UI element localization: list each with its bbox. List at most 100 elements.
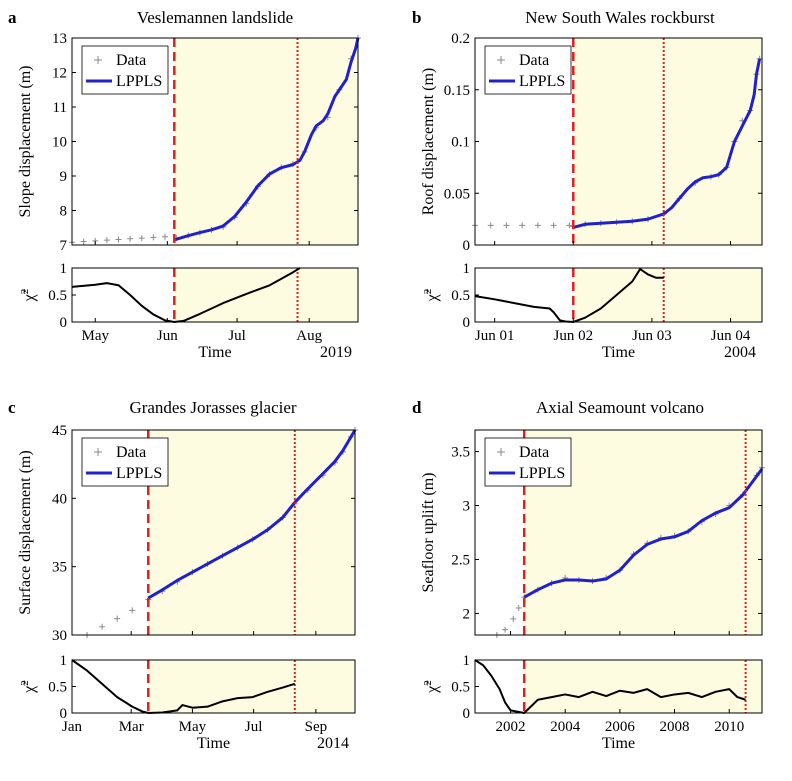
legend-data-marker: [94, 56, 102, 64]
chi2-axis-label: χ̃2: [422, 680, 441, 694]
chi2-y-tick-label: 0: [463, 706, 471, 722]
lppls-series-line: [523, 467, 764, 599]
data-point: [550, 222, 557, 229]
fit-window-shade-chi2: [148, 660, 355, 713]
data-point: [127, 235, 134, 242]
data-point: [162, 233, 169, 240]
chi2-axis-label-superscript: 2: [422, 289, 434, 295]
y-tick-label: 7: [60, 238, 68, 254]
panel-title: New South Wales rockburst: [525, 8, 715, 27]
chi2-axis-label: χ̃2: [19, 288, 38, 302]
data-point: [487, 222, 494, 229]
chi2-axis-label-superscript: 2: [19, 289, 31, 295]
data-point: [103, 237, 110, 244]
y-tick-label: 8: [60, 204, 68, 220]
fit-window-shade-chi2: [524, 660, 762, 713]
fit-window-shade-chi2: [573, 268, 762, 322]
legend-box: [81, 45, 169, 95]
legend-label-data: Data: [116, 444, 146, 461]
y-axis-label: Surface displacement (m): [17, 450, 34, 614]
y-tick-label: 40: [52, 491, 67, 507]
chi2-series-line: [71, 659, 296, 714]
year-label: 2019: [320, 344, 352, 361]
chi2-y-tick-label: 0.5: [451, 288, 470, 304]
panel-title: Grandes Jorasses glacier: [129, 398, 296, 417]
y-axis-label: Slope displacement (m): [17, 66, 34, 218]
fit-window-shade: [174, 38, 358, 245]
chi2-y-tick-label: 0: [463, 315, 471, 331]
legend-label-data: Data: [519, 444, 549, 461]
lppls-series-line: [572, 58, 762, 229]
legend-label-lppls: LPPLS: [116, 73, 162, 90]
y-tick-label: 3: [463, 499, 471, 515]
y-tick-label: 0.1: [451, 135, 470, 151]
data-point: [510, 615, 517, 622]
legend-data-marker: [497, 448, 505, 456]
y-tick-label: 0.15: [444, 83, 470, 99]
chi2-y-tick-label: 0: [60, 315, 68, 331]
year-label: 2004: [724, 344, 756, 361]
chi2-y-tick-label: 1: [463, 261, 471, 277]
legend-label-lppls: LPPLS: [519, 465, 565, 482]
chi2-y-tick-label: 0.5: [451, 680, 470, 696]
x-axis-label: Time: [602, 344, 635, 361]
x-tick-label: Jun 01: [475, 328, 515, 344]
y-tick-label: 11: [53, 100, 67, 116]
y-tick-label: 30: [52, 628, 67, 644]
main-axes-box: [71, 429, 356, 636]
x-tick-label: 2002: [496, 719, 526, 735]
x-axis-label: Time: [602, 735, 635, 752]
x-tick-label: May: [82, 328, 110, 344]
legend-label-data: Data: [116, 52, 146, 69]
data-point: [515, 605, 522, 612]
chi2-y-tick-label: 1: [60, 261, 68, 277]
x-tick-label: 2008: [660, 719, 690, 735]
y-tick-label: 45: [52, 423, 67, 439]
x-tick-label: 2010: [714, 719, 744, 735]
x-tick-label: Jun: [157, 328, 178, 344]
chi2-series-line: [474, 659, 746, 714]
x-tick-label: 2004: [550, 719, 581, 735]
fit-window-shade-chi2: [174, 268, 358, 322]
chi2-y-tick-label: 1: [60, 653, 68, 669]
y-tick-label: 0.05: [444, 186, 470, 202]
data-point: [150, 234, 157, 241]
legend-data-marker: [497, 56, 505, 64]
chi2-axis-label-superscript: 2: [19, 680, 31, 686]
data-point: [138, 235, 145, 242]
data-point: [503, 222, 510, 229]
x-tick-label: May: [179, 719, 207, 735]
data-point: [80, 238, 87, 245]
panel-label: a: [8, 8, 17, 27]
data-point: [99, 623, 106, 630]
x-tick-label: Jun 04: [711, 328, 751, 344]
x-axis-label: Time: [197, 735, 230, 752]
legend-label-data: Data: [519, 52, 549, 69]
y-tick-label: 13: [52, 31, 67, 47]
y-tick-label: 35: [52, 560, 67, 576]
y-tick-label: 12: [52, 66, 67, 82]
x-tick-label: Jul: [245, 719, 263, 735]
y-tick-label: 0: [463, 238, 471, 254]
x-tick-label: Sep: [305, 719, 328, 735]
y-tick-label: 9: [60, 169, 68, 185]
panel-label: d: [412, 398, 422, 417]
chi2-y-tick-label: 0.5: [48, 680, 67, 696]
y-axis-label: Roof displacement (m): [420, 68, 437, 216]
y-tick-label: 2: [463, 606, 471, 622]
data-point: [115, 236, 122, 243]
y-tick-label: 3.5: [451, 445, 470, 461]
data-point: [534, 222, 541, 229]
x-tick-label: Jan: [62, 719, 82, 735]
data-point: [502, 626, 509, 633]
legend-label-lppls: LPPLS: [116, 465, 162, 482]
y-tick-label: 0.2: [451, 31, 470, 47]
x-tick-label: Jul: [228, 328, 246, 344]
data-point: [566, 222, 573, 229]
panel-label: b: [412, 8, 421, 27]
chi2-axis-label: χ̃2: [19, 680, 38, 694]
fit-window-shade: [148, 430, 355, 635]
chi2-y-tick-label: 1: [463, 653, 471, 669]
